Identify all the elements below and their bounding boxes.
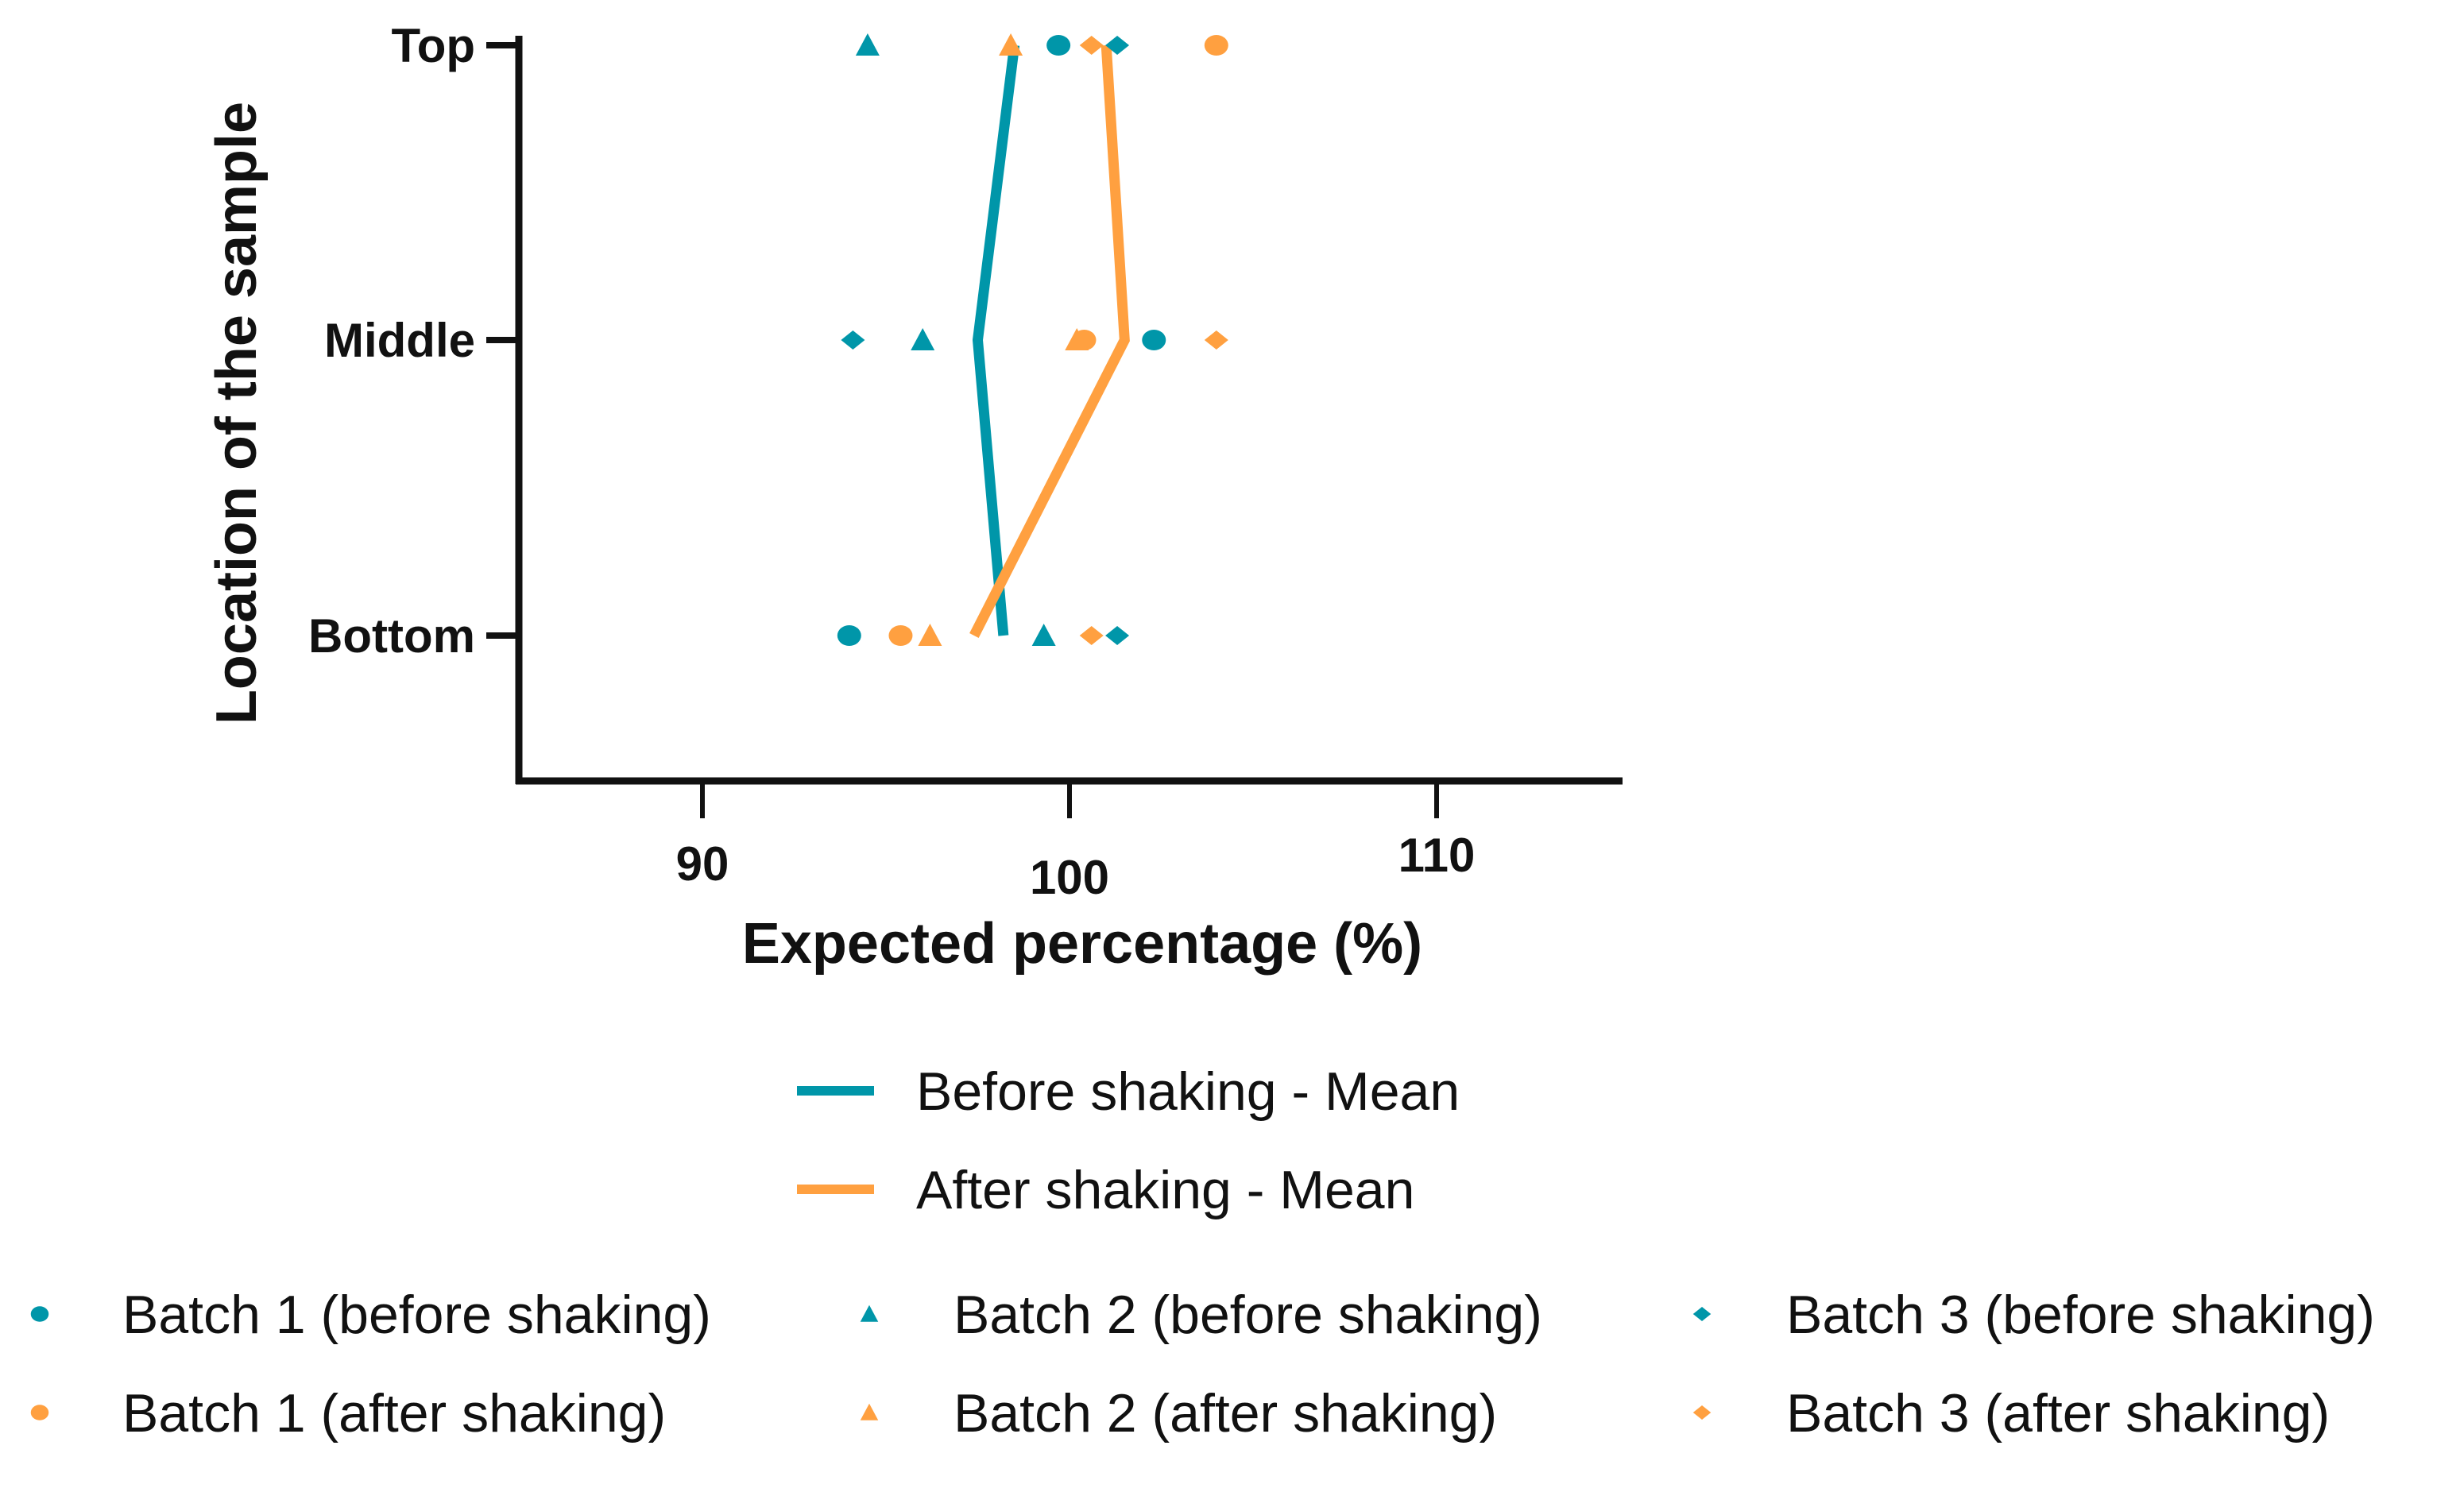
legend-marker-diamond xyxy=(1692,1307,1712,1321)
legend-label: Batch 3 (after shaking) xyxy=(1786,1383,2330,1444)
mean-lines xyxy=(969,44,1130,638)
data-point-circle xyxy=(1142,330,1166,350)
data-point-triangle xyxy=(999,33,1023,56)
data-points xyxy=(837,33,1228,646)
legend-marker-triangle xyxy=(860,1304,879,1322)
data-point-circle xyxy=(1204,35,1228,56)
data-point-diamond xyxy=(1105,36,1130,55)
legend-marker-triangle xyxy=(860,1403,879,1420)
data-point-triangle xyxy=(911,328,935,350)
y-tick-label: Middle xyxy=(324,314,475,367)
x-tick-label: 90 xyxy=(676,837,729,891)
mean-line-before xyxy=(972,44,1020,636)
y-axis-title: Location of the sample xyxy=(205,102,269,725)
data-point-diamond xyxy=(1204,330,1228,350)
mean-line-after xyxy=(969,44,1130,638)
y-tick-label: Top xyxy=(392,19,476,72)
legend-label: Batch 2 (before shaking) xyxy=(953,1285,1542,1345)
y-tick-label: Bottom xyxy=(308,609,475,663)
data-point-circle xyxy=(1046,35,1071,56)
legend-marker-diamond xyxy=(1692,1405,1712,1420)
legend-marker-circle xyxy=(30,1405,49,1420)
x-axis-title: Expected percentage (%) xyxy=(742,912,1422,976)
data-point-circle xyxy=(888,625,913,646)
x-tick-label: 100 xyxy=(1030,851,1109,904)
data-point-triangle xyxy=(855,33,880,56)
x-ticks: 90 100 110 xyxy=(676,781,1476,904)
data-point-triangle xyxy=(1065,328,1089,350)
y-ticks: Top Middle Bottom xyxy=(308,19,519,663)
legend-label: Batch 3 (before shaking) xyxy=(1786,1285,2375,1345)
legend-label: Batch 2 (after shaking) xyxy=(953,1383,1497,1444)
axes xyxy=(515,36,1623,785)
data-point-diamond xyxy=(1079,626,1104,645)
legend: Before shaking - Mean After shaking - Mea… xyxy=(30,1061,2375,1444)
data-point-diamond xyxy=(1105,626,1130,645)
data-point-diamond xyxy=(1079,36,1104,55)
legend-label: Batch 1 (before shaking) xyxy=(122,1285,711,1345)
x-tick-label: 110 xyxy=(1398,829,1476,882)
data-point-triangle xyxy=(1031,624,1056,646)
legend-marker-circle xyxy=(30,1306,49,1322)
data-point-diamond xyxy=(841,330,865,350)
legend-label: Batch 1 (after shaking) xyxy=(122,1383,666,1444)
legend-label: Before shaking - Mean xyxy=(916,1061,1460,1122)
data-point-circle xyxy=(837,625,861,646)
legend-label: After shaking - Mean xyxy=(916,1160,1414,1220)
data-point-triangle xyxy=(918,624,942,646)
